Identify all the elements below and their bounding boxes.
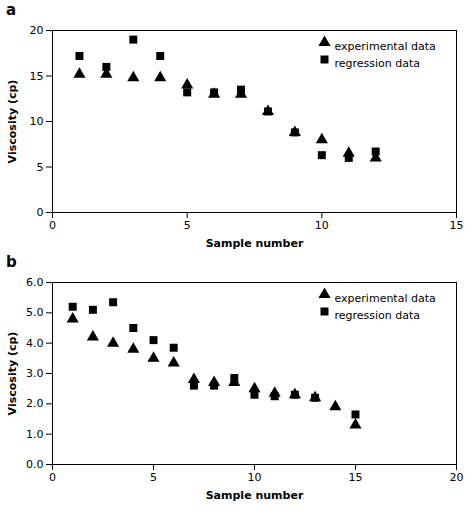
svg-text:5: 5 xyxy=(37,161,44,174)
svg-text:0: 0 xyxy=(49,219,56,232)
svg-text:Sample number: Sample number xyxy=(206,237,304,250)
svg-text:6.0: 6.0 xyxy=(26,276,44,289)
svg-text:4.0: 4.0 xyxy=(26,337,44,350)
svg-text:20: 20 xyxy=(450,471,464,484)
svg-text:5: 5 xyxy=(150,471,157,484)
svg-text:20: 20 xyxy=(30,24,44,37)
svg-text:15: 15 xyxy=(30,70,44,83)
svg-text:Viscosity (cp): Viscosity (cp) xyxy=(6,80,19,164)
svg-text:5: 5 xyxy=(184,219,191,232)
svg-text:experimental data: experimental data xyxy=(335,292,436,305)
html-text:a: a xyxy=(6,1,17,19)
svg-text:5.0: 5.0 xyxy=(26,306,44,319)
svg-text:3.0: 3.0 xyxy=(26,367,44,380)
svg-text:10: 10 xyxy=(30,115,44,128)
html-text:b: b xyxy=(6,253,17,271)
svg-text:Viscosity (cp): Viscosity (cp) xyxy=(6,332,19,416)
svg-text:Sample number: Sample number xyxy=(206,489,304,502)
svg-text:10: 10 xyxy=(248,471,262,484)
svg-text:2.0: 2.0 xyxy=(26,397,44,410)
svg-text:0.0: 0.0 xyxy=(26,458,44,471)
svg-text:regression data: regression data xyxy=(335,309,421,322)
svg-text:10: 10 xyxy=(315,219,329,232)
svg-text:regression data: regression data xyxy=(335,57,421,70)
svg-text:experimental data: experimental data xyxy=(335,40,436,53)
svg-text:1.0: 1.0 xyxy=(26,428,44,441)
svg-text:0: 0 xyxy=(49,471,56,484)
svg-text:15: 15 xyxy=(349,471,363,484)
svg-text:0: 0 xyxy=(37,206,44,219)
svg-text:15: 15 xyxy=(450,219,464,232)
